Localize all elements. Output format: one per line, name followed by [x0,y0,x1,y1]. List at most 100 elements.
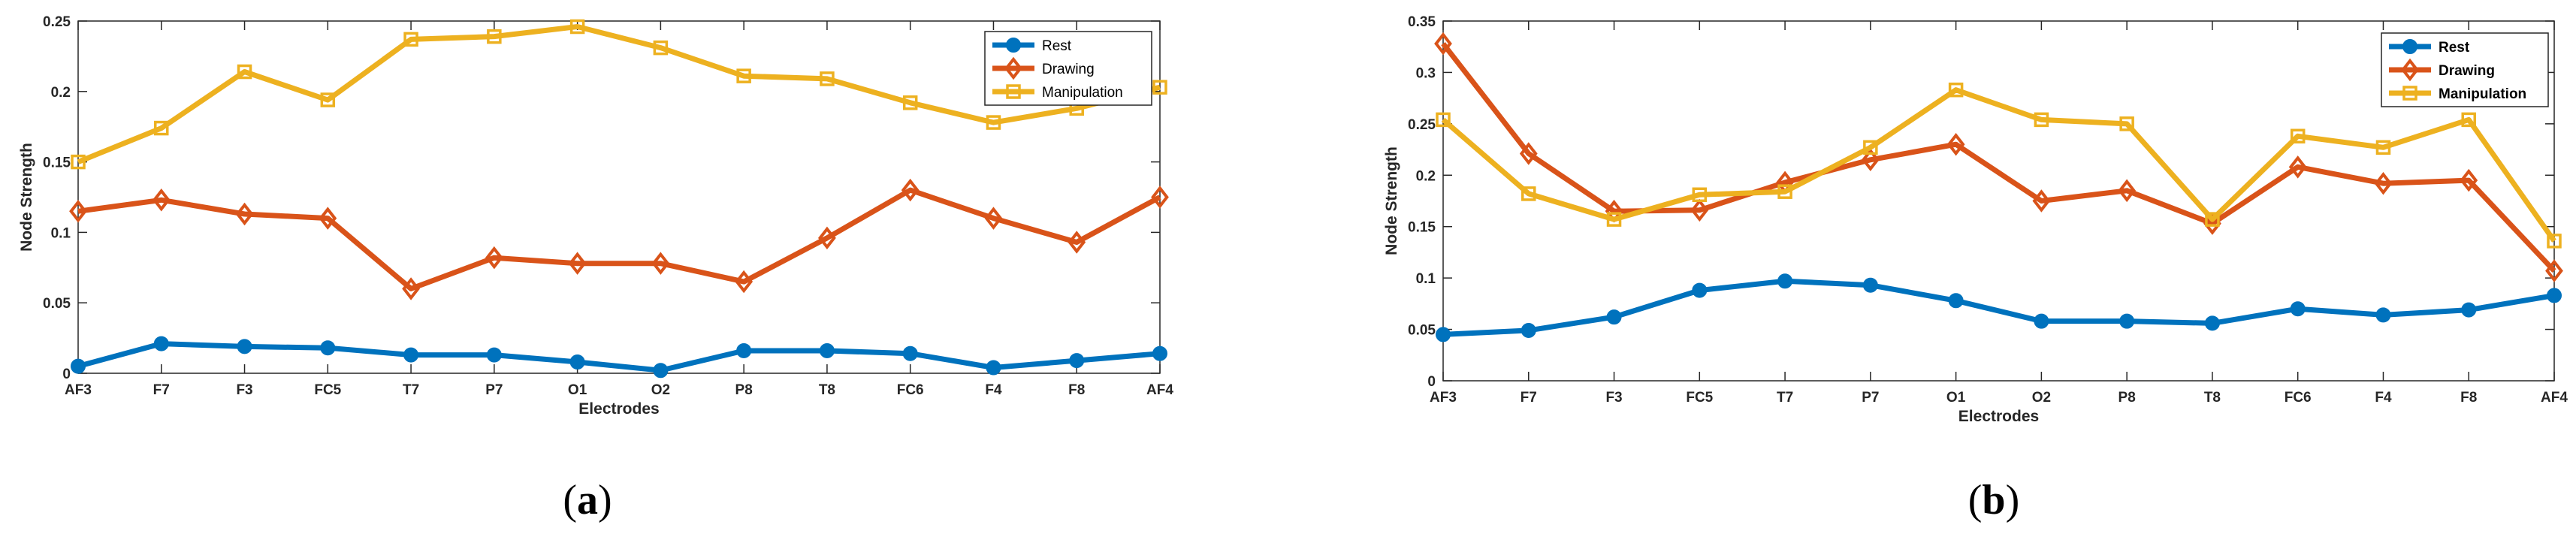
x-tick-label: P8 [735,382,753,398]
x-tick-label: FC6 [2285,390,2312,406]
data-point-rest [2119,313,2135,329]
legend-label: Manipulation [2439,86,2526,102]
data-point-manipulation [154,120,169,136]
series-line-manipulation [1441,87,2556,243]
data-point-manipulation [2205,212,2220,227]
data-point-manipulation [403,32,418,47]
legend-marker-drawing [2401,58,2419,82]
x-tick-label: O2 [651,382,670,398]
x-tick-label: T8 [2204,390,2221,406]
data-point-drawing [235,202,254,226]
data-point-rest [1069,353,1085,369]
y-tick-label: 0.05 [43,296,71,312]
x-tick-label: F7 [1521,390,1537,406]
data-point-rest [1152,345,1167,361]
data-point-manipulation [1152,80,1167,95]
legend-marker-rest [2402,39,2417,54]
x-tick-label: FC6 [897,382,924,398]
data-point-manipulation [320,92,336,107]
data-point-manipulation [1692,187,1708,203]
y-tick-label: 0.25 [43,14,71,30]
data-point-drawing [319,207,337,230]
x-tick-label: F4 [2375,390,2392,406]
plot-area [77,20,1161,374]
x-tick-label: F7 [153,382,170,398]
legend-marker-drawing [1004,56,1022,80]
data-point-manipulation [902,95,918,110]
data-point-drawing [1946,132,1965,156]
data-point-rest [1606,309,1622,325]
data-point-drawing [2374,171,2393,195]
data-point-rest [2290,301,2306,317]
legend-label: Rest [1042,38,1072,54]
y-tick-label: 0.25 [1408,117,1436,133]
data-point-drawing [2545,259,2563,282]
y-tick-label: 0.1 [51,225,71,241]
plot-area [1442,20,2555,382]
data-point-drawing [1861,148,1880,172]
series-line-drawing [77,187,1161,291]
x-tick-label: FC5 [1686,390,1713,406]
data-point-rest [569,354,585,370]
x-tick-label: P7 [1862,390,1879,406]
y-axis-label: Node Strength [1383,146,1400,255]
data-point-rest [71,358,86,374]
data-point-drawing [1151,186,1169,209]
x-axis-label: Electrodes [578,400,659,418]
x-tick-label: F8 [2460,390,2477,406]
legend: Rest Drawing Manipulation [984,31,1152,106]
x-tick-label: O1 [1946,390,1966,406]
data-point-manipulation [1436,112,1451,128]
data-point-rest [736,342,752,358]
data-point-manipulation [237,64,252,80]
data-point-rest [819,342,835,358]
data-point-rest [1948,293,1964,309]
data-point-rest [1521,322,1536,338]
data-point-drawing [2460,168,2478,192]
x-tick-label: AF4 [1146,382,1173,398]
y-tick-label: 0.05 [1408,323,1436,339]
x-tick-label: O1 [568,382,587,398]
data-point-drawing [2288,155,2307,179]
legend-label: Rest [2439,40,2470,56]
data-point-manipulation [2119,116,2134,131]
y-axis-label: Node Strength [18,143,35,252]
data-point-manipulation [71,154,86,170]
data-point-drawing [1068,231,1086,254]
data-point-manipulation [1863,140,1878,155]
data-point-rest [1692,282,1708,298]
data-point-manipulation [2290,128,2306,144]
data-point-drawing [1434,32,1452,56]
y-tick-label: 0.35 [1408,14,1436,30]
x-tick-label: AF3 [1430,390,1457,406]
x-tick-label: P8 [2118,390,2136,406]
x-tick-label: O2 [2032,390,2051,406]
data-point-rest [986,360,1001,376]
panel-caption: (a) [563,477,612,523]
data-point-drawing [568,252,587,275]
data-point-manipulation [1777,184,1792,199]
x-tick-label: F4 [985,382,1002,398]
y-tick-label: 0.15 [1408,220,1436,236]
x-tick-label: F3 [236,382,252,398]
x-tick-label: AF4 [2541,390,2568,406]
x-tick-label: P7 [485,382,503,398]
legend: Rest Drawing Manipulation [2381,32,2549,107]
series-line-drawing [1441,41,2556,273]
data-point-rest [653,363,669,379]
data-point-drawing [735,270,753,294]
data-point-rest [902,345,918,361]
data-point-rest [403,347,419,363]
data-point-rest [2204,315,2220,331]
data-point-manipulation [1948,82,1964,98]
x-tick-label: FC5 [314,382,341,398]
data-point-rest [1862,277,1878,293]
data-point-drawing [1519,142,1538,165]
x-tick-label: T7 [403,382,419,398]
data-point-manipulation [2461,112,2476,128]
x-tick-label: AF3 [65,382,92,398]
data-point-manipulation [986,115,1001,130]
data-point-manipulation [487,29,502,44]
series-line-manipulation [77,24,1161,164]
data-point-drawing [2032,189,2051,213]
